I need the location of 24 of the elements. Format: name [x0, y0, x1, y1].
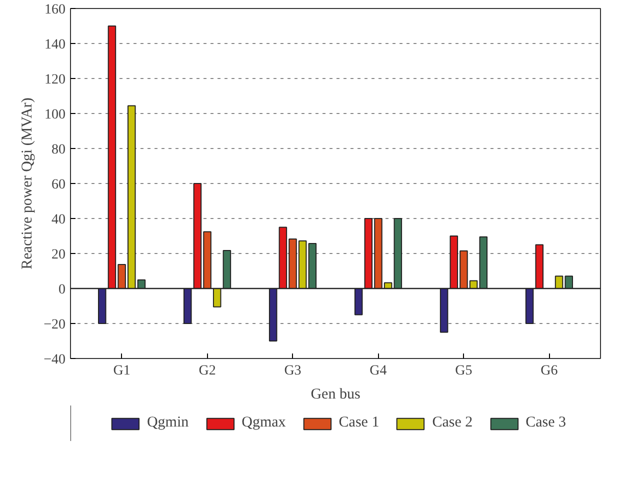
x-axis-title: Gen bus [310, 386, 360, 402]
y-tick-label: 120 [44, 72, 66, 88]
y-tick-label: −40 [44, 352, 66, 368]
y-tick-label: 140 [44, 38, 66, 52]
x-tick-label: G2 [198, 364, 216, 378]
x-tick-label: G6 [540, 364, 558, 378]
legend-label: Qgmax [242, 414, 286, 432]
y-tick-label: 80 [52, 142, 66, 158]
y-tick-label: 60 [52, 178, 66, 192]
x-tick-label: G3 [284, 364, 302, 378]
legend-label: Case 3 [526, 414, 566, 432]
y-tick-label: 20 [52, 248, 66, 262]
y-tick-label: 40 [52, 212, 66, 228]
legend-label: Case 1 [338, 414, 380, 432]
y-tick-label: 160 [44, 2, 66, 18]
y-axis-title: Reactive power Qgi (MVAr) [20, 98, 36, 270]
y-tick-label: 0 [58, 282, 66, 298]
x-tick-label: G1 [113, 364, 130, 378]
legend-label: Qgmin [146, 414, 189, 432]
y-tick-label: 100 [44, 108, 66, 122]
y-tick-label: −20 [44, 318, 66, 332]
legend-label: Case 2 [432, 414, 473, 432]
x-tick-label: G5 [455, 364, 472, 378]
x-tick-label: G4 [370, 364, 387, 378]
